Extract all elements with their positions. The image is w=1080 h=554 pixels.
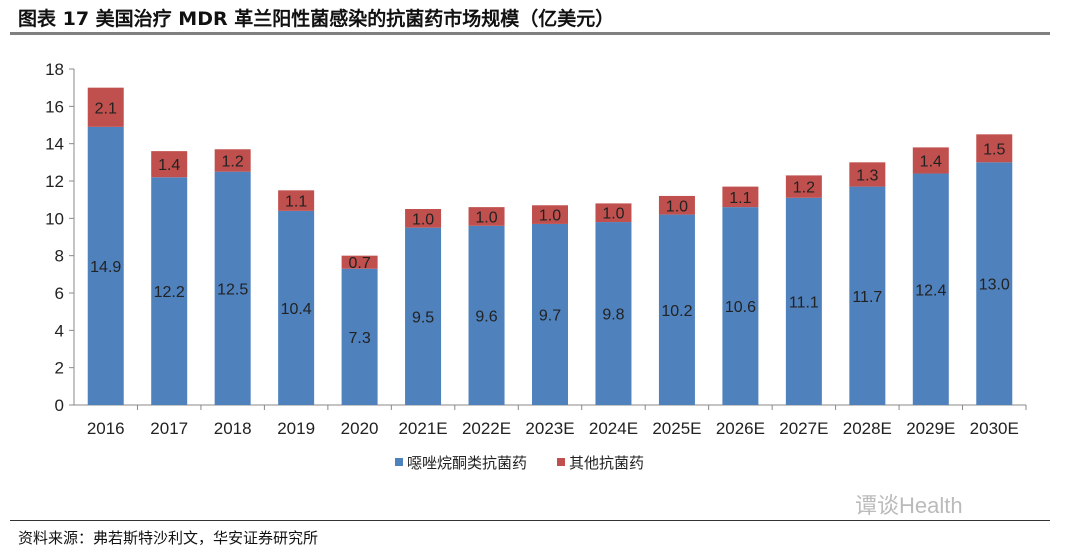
data-label: 1.0 bbox=[666, 198, 688, 215]
x-tick-label: 2027E bbox=[779, 419, 828, 438]
bar-oxazolidinone bbox=[849, 186, 886, 405]
y-tick-label: 4 bbox=[55, 321, 64, 340]
x-tick-label: 2023E bbox=[525, 419, 574, 438]
data-label: 1.4 bbox=[158, 157, 180, 174]
data-label: 12.2 bbox=[154, 284, 185, 301]
data-label: 1.1 bbox=[285, 194, 307, 211]
data-label: 11.7 bbox=[852, 289, 882, 306]
bar-other bbox=[532, 205, 568, 224]
data-label: 14.9 bbox=[90, 259, 121, 276]
data-label: 1.3 bbox=[856, 167, 878, 184]
bar-other bbox=[722, 186, 759, 208]
data-label: 0.7 bbox=[348, 255, 370, 272]
legend-label: 噁唑烷酮类抗菌药 bbox=[407, 454, 527, 472]
x-tick-label: 2021E bbox=[398, 419, 447, 438]
x-tick-label: 2017 bbox=[150, 419, 188, 438]
data-label: 11.1 bbox=[789, 294, 819, 311]
bar-oxazolidinone bbox=[87, 126, 124, 405]
bar-oxazolidinone bbox=[405, 227, 442, 405]
bar-oxazolidinone bbox=[468, 225, 505, 405]
bar-oxazolidinone bbox=[722, 207, 759, 405]
bar-other bbox=[849, 162, 886, 187]
bar-other bbox=[87, 87, 124, 127]
bar-other bbox=[151, 151, 188, 178]
data-label: 1.0 bbox=[475, 209, 497, 226]
bar-other bbox=[468, 207, 505, 226]
bar-oxazolidinone bbox=[595, 222, 632, 405]
y-tick-label: 8 bbox=[55, 247, 64, 266]
chart-title: 图表 17 美国治疗 MDR 革兰阳性菌感染的抗菌药市场规模（亿美元） bbox=[18, 8, 615, 30]
data-label: 12.5 bbox=[217, 281, 248, 298]
data-label: 1.0 bbox=[602, 206, 624, 223]
data-label: 10.4 bbox=[281, 301, 312, 318]
footer-divider bbox=[10, 520, 1050, 521]
y-tick-label: 2 bbox=[55, 359, 64, 378]
bar-other bbox=[405, 209, 442, 228]
x-tick-label: 2024E bbox=[589, 419, 638, 438]
y-tick-label: 6 bbox=[55, 284, 64, 303]
data-label: 9.8 bbox=[602, 307, 624, 324]
data-label: 1.5 bbox=[983, 141, 1005, 158]
x-tick-label: 2025E bbox=[652, 419, 701, 438]
data-label: 2.1 bbox=[95, 100, 117, 117]
y-tick-label: 0 bbox=[55, 396, 64, 415]
x-tick-label: 2029E bbox=[906, 419, 955, 438]
bar-other bbox=[341, 255, 378, 269]
legend-label: 其他抗菌药 bbox=[569, 454, 644, 472]
x-tick-label: 2028E bbox=[843, 419, 892, 438]
x-tick-label: 2020 bbox=[341, 419, 379, 438]
bar-oxazolidinone bbox=[278, 210, 315, 405]
data-label: 10.2 bbox=[661, 303, 692, 320]
bar-other bbox=[976, 134, 1013, 163]
data-label: 10.6 bbox=[725, 299, 756, 316]
data-label: 1.0 bbox=[539, 208, 561, 225]
data-label: 1.1 bbox=[729, 190, 751, 207]
bar-oxazolidinone bbox=[912, 173, 949, 405]
source-note: 资料来源：弗若斯特沙利文，华安证券研究所 bbox=[18, 529, 319, 547]
legend-swatch bbox=[395, 458, 403, 466]
y-tick-label: 10 bbox=[45, 209, 64, 228]
data-label: 9.6 bbox=[475, 308, 497, 325]
data-label: 1.4 bbox=[920, 153, 942, 170]
data-label: 1.2 bbox=[793, 180, 815, 197]
bar-oxazolidinone bbox=[151, 177, 188, 405]
x-tick-label: 2016 bbox=[87, 419, 125, 438]
bar-oxazolidinone bbox=[532, 223, 568, 405]
x-tick-label: 2026E bbox=[716, 419, 765, 438]
bar-oxazolidinone bbox=[785, 197, 822, 405]
bar-oxazolidinone bbox=[341, 268, 378, 405]
data-label: 12.4 bbox=[915, 282, 946, 299]
bar-other bbox=[595, 203, 632, 223]
bar-other bbox=[912, 147, 949, 174]
y-tick-label: 12 bbox=[45, 172, 64, 191]
data-label: 13.0 bbox=[979, 277, 1010, 294]
data-label: 9.5 bbox=[412, 309, 434, 326]
data-label: 7.3 bbox=[348, 330, 370, 347]
x-tick-label: 2030E bbox=[970, 419, 1019, 438]
x-tick-label: 2022E bbox=[462, 419, 511, 438]
bar-oxazolidinone bbox=[976, 162, 1013, 405]
y-tick-label: 18 bbox=[45, 60, 64, 79]
bar-other bbox=[658, 195, 695, 215]
x-tick-label: 2019 bbox=[277, 419, 315, 438]
bar-other bbox=[278, 190, 315, 211]
bar-other bbox=[214, 149, 251, 172]
y-tick-label: 14 bbox=[45, 135, 64, 154]
data-label: 1.0 bbox=[412, 211, 434, 228]
bar-oxazolidinone bbox=[214, 171, 251, 405]
data-label: 1.2 bbox=[222, 153, 244, 170]
legend-swatch bbox=[557, 458, 565, 466]
y-tick-label: 16 bbox=[45, 97, 64, 116]
bar-oxazolidinone bbox=[658, 214, 695, 405]
x-tick-label: 2018 bbox=[214, 419, 252, 438]
title-divider bbox=[10, 32, 1050, 35]
data-label: 9.7 bbox=[539, 307, 561, 324]
bar-other bbox=[785, 175, 822, 198]
watermark: 谭谈Health bbox=[855, 493, 963, 518]
